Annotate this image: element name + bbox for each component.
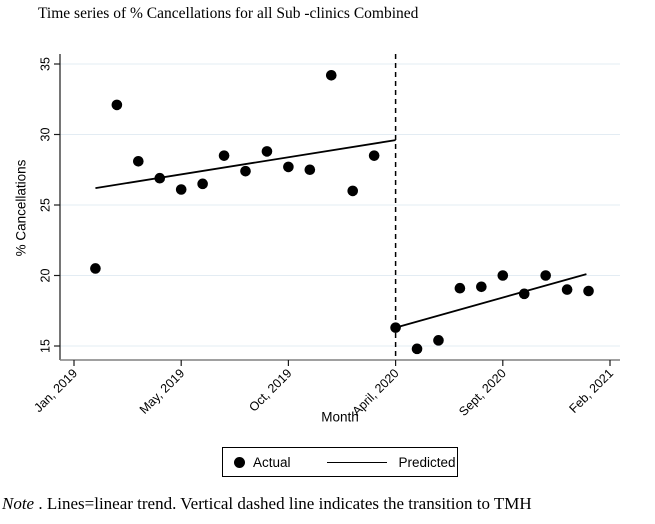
chart-title: Time series of % Cancellations for all S… xyxy=(38,5,419,22)
x-tick-label: Sept, 2020 xyxy=(456,366,509,419)
data-point xyxy=(240,165,251,177)
x-tick-label: Feb, 2021 xyxy=(566,366,616,416)
note-word: Note xyxy=(2,494,35,513)
figure-note: Note . Lines=linear trend. Vertical dash… xyxy=(2,494,532,514)
data-point xyxy=(325,69,337,81)
data-point xyxy=(111,99,123,111)
data-point xyxy=(518,288,530,300)
data-point xyxy=(283,161,294,173)
data-point xyxy=(90,263,101,274)
y-tick-label: 25 xyxy=(38,198,52,212)
y-tick-label: 20 xyxy=(38,269,52,283)
data-point xyxy=(390,322,401,333)
data-point xyxy=(497,270,509,281)
predicted-trend-line xyxy=(95,139,396,189)
data-point xyxy=(454,282,466,294)
data-point xyxy=(433,335,444,346)
data-point xyxy=(197,178,208,190)
data-point xyxy=(218,150,230,161)
data-point xyxy=(583,285,594,297)
y-axis-label: % Cancellations xyxy=(13,159,29,257)
data-point xyxy=(411,343,423,355)
legend-label-predicted: Predicted xyxy=(398,454,456,470)
x-tick-label: Jan, 2019 xyxy=(31,366,80,415)
y-tick-label: 30 xyxy=(38,128,52,142)
x-axis-label: Month xyxy=(321,409,359,425)
predicted-trend-line xyxy=(395,273,587,329)
data-point xyxy=(154,172,166,184)
data-point xyxy=(261,146,273,157)
x-tick-label: Oct, 2019 xyxy=(246,366,294,414)
data-point xyxy=(133,155,144,167)
y-tick-label: 35 xyxy=(38,57,52,71)
legend-label-actual: Actual xyxy=(253,454,291,470)
data-point xyxy=(347,185,359,197)
y-tick-label: 15 xyxy=(38,339,52,353)
x-tick-label: May, 2019 xyxy=(137,366,188,417)
data-point xyxy=(476,281,487,293)
actual-marker-icon xyxy=(234,456,245,468)
data-point xyxy=(304,164,316,176)
note-text: . Lines=linear trend. Vertical dashed li… xyxy=(34,494,532,513)
data-point xyxy=(561,284,573,295)
data-point xyxy=(540,270,551,281)
predicted-line-icon xyxy=(326,461,387,463)
legend: Actual Predicted xyxy=(222,447,458,477)
data-point xyxy=(175,184,187,195)
data-point xyxy=(368,150,380,161)
